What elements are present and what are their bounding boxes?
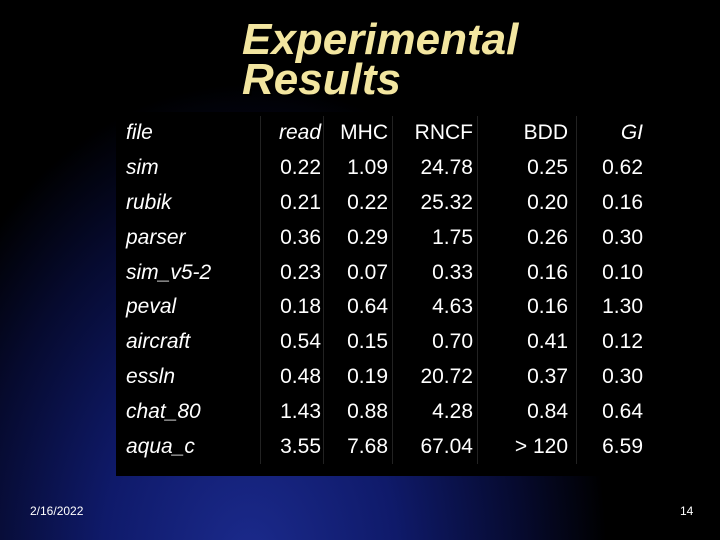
cell-bdd: 0.16 — [477, 289, 577, 325]
header-gi: GI — [620, 121, 643, 145]
cell-file: parser — [120, 220, 261, 256]
cell-mhc: 0.64 — [323, 289, 393, 325]
cell-read: 0.48 — [260, 359, 324, 395]
cell-read: 0.18 — [260, 289, 324, 325]
cell-read: 0.21 — [260, 185, 324, 221]
cell-rncf: 24.78 — [392, 150, 478, 186]
cell-bdd: 0.20 — [477, 185, 577, 221]
cell-read: 1.43 — [260, 394, 324, 430]
cell-read: 0.36 — [260, 220, 324, 256]
cell-mhc: 0.07 — [323, 255, 393, 290]
cell-gi: 0.10 — [602, 260, 643, 284]
header-mhc: MHC — [323, 116, 393, 151]
cell-gi: 0.30 — [602, 225, 643, 249]
cell-mhc: 1.09 — [323, 150, 393, 186]
results-table: file read MHC RNCF BDD GI sim 0.22 1.09 24.… — [120, 116, 649, 464]
cell-rncf: 0.33 — [392, 255, 478, 290]
cell-gi: 0.64 — [602, 399, 643, 423]
cell-bdd: > 120 — [477, 429, 577, 464]
cell-file: peval — [120, 289, 261, 325]
cell-gi: 1.30 — [602, 295, 643, 319]
table-row: aircraft 0.54 0.15 0.70 0.41 0.12 — [120, 324, 649, 360]
header-read: read — [260, 116, 324, 151]
table-row: chat_80 1.43 0.88 4.28 0.84 0.64 — [120, 394, 649, 430]
cell-file: chat_80 — [120, 394, 261, 430]
header-bdd: BDD — [477, 116, 577, 151]
cell-mhc: 0.19 — [323, 359, 393, 395]
cell-gi: 0.30 — [602, 364, 643, 388]
cell-file: aqua_c — [120, 429, 261, 464]
cell-file: aircraft — [120, 324, 261, 360]
cell-file: essln — [120, 359, 261, 395]
cell-file: sim_v5-2 — [120, 255, 261, 290]
cell-rncf: 4.63 — [392, 289, 478, 325]
cell-bdd: 0.16 — [477, 255, 577, 290]
cell-bdd: 0.26 — [477, 220, 577, 256]
cell-mhc: 0.22 — [323, 185, 393, 221]
table-row: sim_v5-2 0.23 0.07 0.33 0.16 0.10 — [120, 255, 649, 290]
header-file: file — [120, 116, 261, 151]
table-row: sim 0.22 1.09 24.78 0.25 0.62 — [120, 150, 649, 186]
table-row: parser 0.36 0.29 1.75 0.26 0.30 — [120, 220, 649, 256]
cell-file: sim — [120, 150, 261, 186]
cell-read: 3.55 — [260, 429, 324, 464]
cell-read: 0.54 — [260, 324, 324, 360]
table-row: peval 0.18 0.64 4.63 0.16 1.30 — [120, 289, 649, 325]
cell-rncf: 25.32 — [392, 185, 478, 221]
cell-gi: 0.12 — [602, 330, 643, 354]
cell-mhc: 0.15 — [323, 324, 393, 360]
slide-title: Experimental Results — [242, 15, 519, 104]
cell-gi: 6.59 — [602, 434, 643, 458]
cell-rncf: 20.72 — [392, 359, 478, 395]
cell-rncf: 4.28 — [392, 394, 478, 430]
cell-mhc: 7.68 — [323, 429, 393, 464]
title-line-2: Results — [242, 55, 401, 104]
cell-bdd: 0.37 — [477, 359, 577, 395]
cell-gi: 0.16 — [602, 190, 643, 214]
cell-mhc: 0.88 — [323, 394, 393, 430]
title-line-1: Experimental — [242, 15, 519, 64]
table-row: rubik 0.21 0.22 25.32 0.20 0.16 — [120, 185, 649, 221]
page-number: 14 — [680, 504, 694, 518]
table-row: aqua_c 3.55 7.68 67.04 > 120 6.59 — [120, 429, 649, 464]
cell-read: 0.23 — [260, 255, 324, 290]
cell-gi: 0.62 — [602, 156, 643, 180]
footer-date: 2/16/2022 — [30, 504, 84, 518]
cell-mhc: 0.29 — [323, 220, 393, 256]
cell-read: 0.22 — [260, 150, 324, 186]
cell-rncf: 1.75 — [392, 220, 478, 256]
cell-bdd: 0.25 — [477, 150, 577, 186]
cell-bdd: 0.41 — [477, 324, 577, 360]
cell-bdd: 0.84 — [477, 394, 577, 430]
table-header-row: file read MHC RNCF BDD GI — [120, 116, 649, 151]
header-rncf: RNCF — [392, 116, 478, 151]
cell-file: rubik — [120, 185, 261, 221]
cell-rncf: 67.04 — [392, 429, 478, 464]
cell-rncf: 0.70 — [392, 324, 478, 360]
table-row: essln 0.48 0.19 20.72 0.37 0.30 — [120, 359, 649, 395]
